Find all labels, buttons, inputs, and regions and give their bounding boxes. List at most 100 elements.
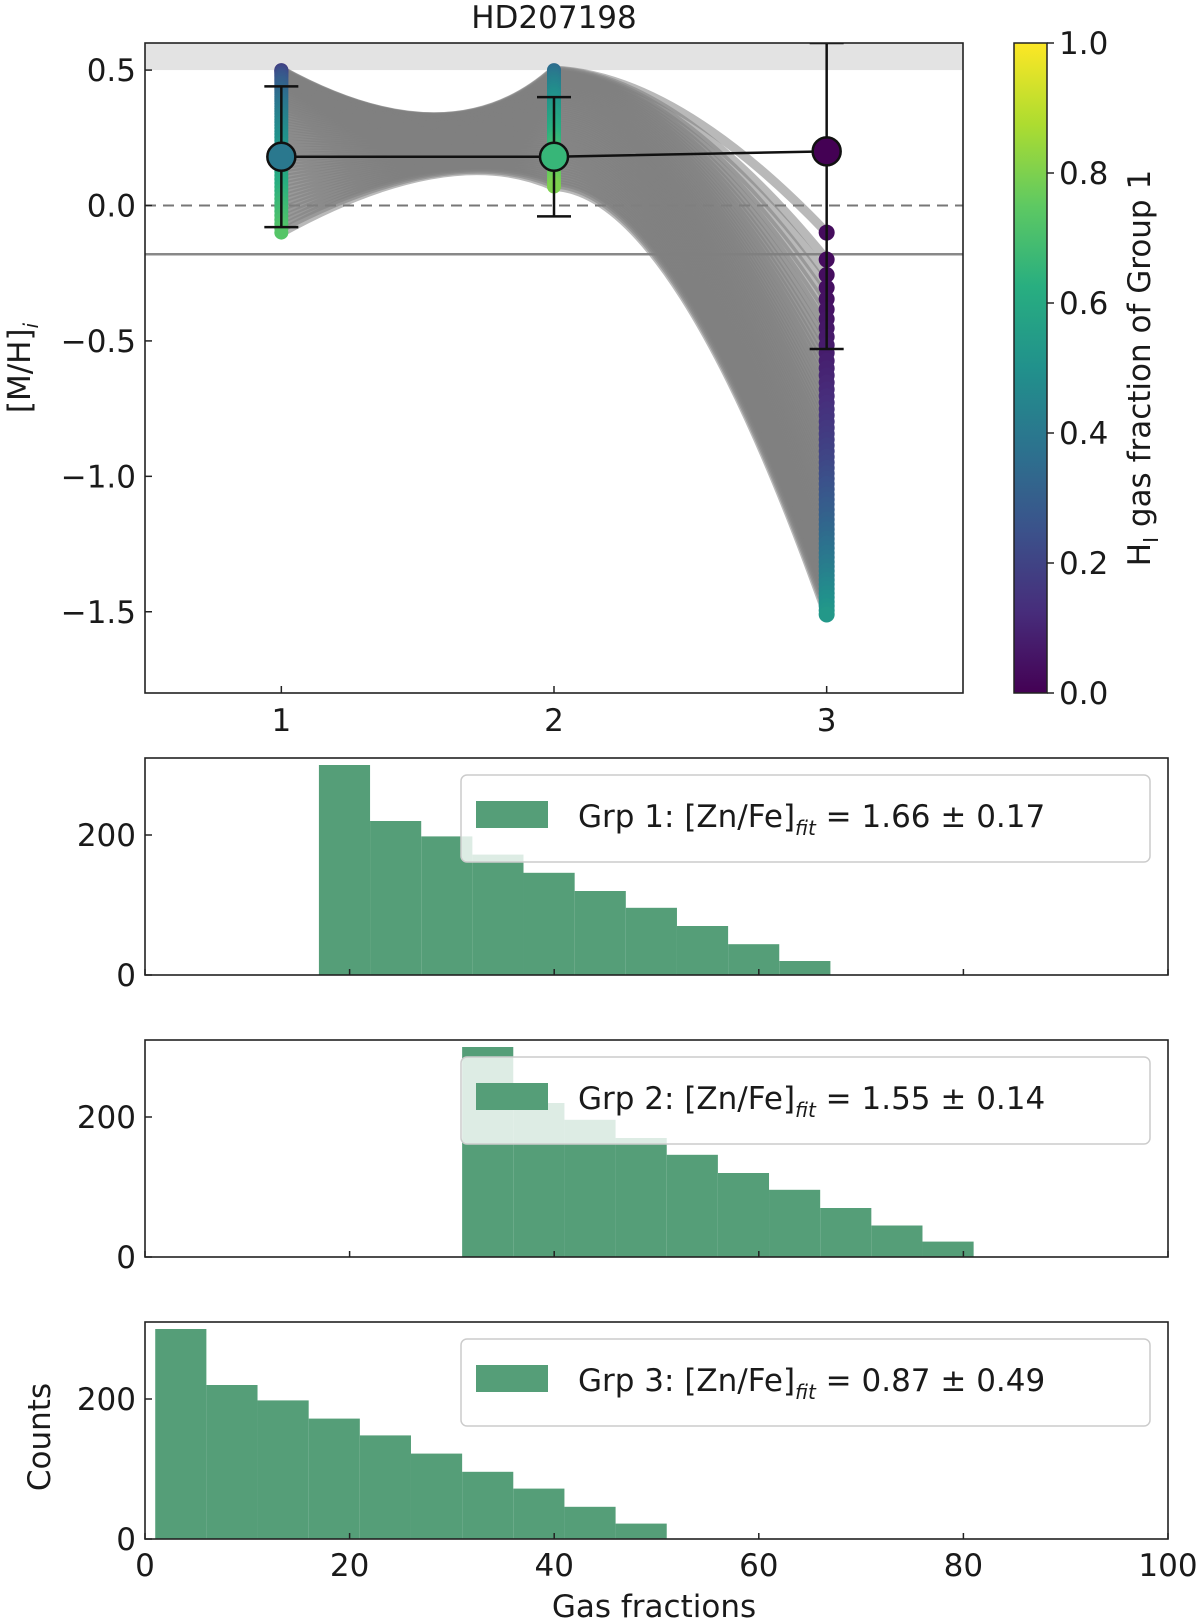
x-axis-label: Gas fractions — [552, 1589, 756, 1622]
colorbar-label-rest: gas fraction of Group 1 — [1122, 170, 1158, 537]
y-tick-label: 0.5 — [87, 53, 136, 89]
legend-box — [460, 1056, 1151, 1145]
histogram-bar — [574, 891, 626, 975]
colorbar-tick-label: 0.2 — [1059, 546, 1108, 582]
histogram-bar — [779, 961, 831, 975]
main-ticks: 1 2 3 0.5 0.0 −0.5 −1.0 −1.5 — [61, 53, 837, 739]
colorbar-gradient — [1013, 42, 1048, 694]
histogram-bar — [564, 1506, 616, 1539]
histogram-bars — [155, 1329, 667, 1539]
histogram-bar — [523, 872, 575, 975]
histogram-bar — [370, 821, 422, 975]
x-tick-label: 0 — [135, 1548, 155, 1584]
x-tick-label: 3 — [817, 703, 837, 739]
histogram-bar — [257, 1400, 309, 1539]
histogram-bars — [318, 765, 831, 975]
legend-label-sub: fit — [795, 816, 817, 840]
y-label-main: [M/H] — [2, 328, 38, 413]
histogram-bar — [308, 1418, 360, 1539]
histogram-bar — [769, 1189, 821, 1257]
y-tick-label: −1.0 — [61, 459, 136, 495]
histogram-axes-frame — [144, 1039, 1169, 1258]
colorbar-tick-label: 0.8 — [1059, 156, 1108, 192]
colorbar-tick-label: 0.6 — [1059, 286, 1108, 322]
y-tick-label: 0 — [116, 958, 136, 994]
colorbar-label-main: H — [1122, 543, 1158, 566]
x-tick-label: 60 — [739, 1548, 778, 1584]
group-means — [264, 43, 844, 351]
histogram-group-3: 0 200 0 20 40 60 80 100 Grp 3: [Zn/Fe]fit = 0.87… — [77, 1321, 1198, 1584]
y-tick-label: 0 — [116, 1240, 136, 1276]
y-tick-label: 200 — [77, 818, 136, 854]
histogram-bar — [615, 1523, 667, 1539]
legend: Grp 2: [Zn/Fe]fit = 1.55 ± 0.14 — [460, 1056, 1151, 1145]
legend-box — [460, 774, 1151, 863]
group-mean-marker — [266, 141, 297, 172]
x-tick-label: 80 — [944, 1548, 983, 1584]
colorbar-ticks: 0.0 0.2 0.4 0.6 0.8 1.0 — [1047, 26, 1108, 712]
histogram-group-1: 0 200 Grp 1: [Zn/Fe]fit = 1.66 ± 0.17 — [77, 757, 1169, 994]
legend: Grp 1: [Zn/Fe]fit = 1.66 ± 0.17 — [460, 774, 1151, 863]
histogram-bar — [666, 1154, 718, 1257]
legend-label-prefix: Grp 1: [Zn/Fe] — [578, 799, 795, 835]
group-mean-marker — [538, 141, 570, 172]
x-tick-label: 2 — [544, 703, 564, 739]
histogram-group-2: 0 200 Grp 2: [Zn/Fe]fit = 1.55 ± 0.14 — [77, 1039, 1169, 1276]
y-tick-label: −0.5 — [61, 324, 136, 360]
histogram-bar — [717, 1173, 770, 1257]
legend-label: Grp 1: [Zn/Fe]fit = 1.66 ± 0.17 — [578, 799, 1045, 840]
histogram-bar — [615, 1138, 667, 1257]
group-mean-marker — [811, 136, 842, 167]
main-plot-area — [145, 43, 963, 623]
y-axis-label-counts: Counts — [22, 1383, 58, 1491]
histogram-bar — [155, 1329, 207, 1539]
histogram-bar — [922, 1241, 974, 1257]
histogram-bar — [472, 854, 524, 975]
legend-swatch — [476, 1365, 548, 1392]
y-tick-label: 0.0 — [87, 189, 136, 225]
legend-label-suffix: = 0.87 ± 0.49 — [816, 1363, 1045, 1399]
y-tick-label: 0 — [116, 1522, 136, 1558]
histogram-bar — [410, 1453, 463, 1539]
histogram-bar — [206, 1385, 258, 1539]
legend-swatch — [476, 801, 548, 828]
histogram-bar — [359, 1435, 411, 1539]
legend-label-sub: fit — [795, 1098, 817, 1122]
x-tick-label: 40 — [534, 1548, 573, 1584]
chart-title: HD207198 — [471, 0, 637, 36]
histogram-bar — [820, 1208, 872, 1257]
histogram-bar — [871, 1225, 923, 1257]
histogram-bar — [625, 907, 677, 975]
y-tick-label: −1.5 — [61, 595, 136, 631]
x-tick-label: 20 — [330, 1548, 369, 1584]
y-tick-label: 200 — [77, 1100, 136, 1136]
sample-point-group3 — [818, 606, 835, 623]
legend-label-suffix: = 1.66 ± 0.17 — [816, 799, 1045, 835]
x-tick-label: 1 — [271, 703, 291, 739]
legend: Grp 3: [Zn/Fe]fit = 0.87 ± 0.49 — [460, 1338, 1151, 1427]
histogram-axes-frame — [144, 757, 1169, 976]
colorbar-label: HI gas fraction of Group 1 — [1122, 170, 1163, 566]
histogram-bar — [462, 1471, 514, 1539]
legend-swatch — [476, 1083, 548, 1110]
colorbar-label-sub: I — [1139, 537, 1163, 543]
histogram-bar — [676, 926, 729, 975]
legend-label-sub: fit — [795, 1380, 817, 1404]
x-tick-label: 100 — [1138, 1548, 1197, 1584]
legend-label: Grp 2: [Zn/Fe]fit = 1.55 ± 0.14 — [578, 1081, 1045, 1122]
histogram-bar — [513, 1488, 565, 1539]
y-tick-label: 200 — [77, 1382, 136, 1418]
colorbar-tick-label: 1.0 — [1059, 26, 1108, 62]
legend-label: Grp 3: [Zn/Fe]fit = 0.87 ± 0.49 — [578, 1363, 1045, 1404]
histogram-bar — [728, 944, 780, 975]
main-y-axis-label: [M/H]i — [2, 322, 43, 413]
model-sample-curve — [276, 166, 832, 619]
legend-label-prefix: Grp 3: [Zn/Fe] — [578, 1363, 795, 1399]
histogram-axes-frame — [144, 1321, 1169, 1540]
main-panel: HD207198 1 2 3 0.5 0.0 −0.5 −1.0 −1.5 [M/H]i — [2, 0, 964, 739]
legend-label-suffix: = 1.55 ± 0.14 — [816, 1081, 1045, 1117]
sample-point-group1 — [274, 225, 289, 240]
colorbar: 0.0 0.2 0.4 0.6 0.8 1.0 HI gas fraction of Gr… — [1013, 26, 1163, 712]
histogram-bar — [318, 765, 371, 975]
